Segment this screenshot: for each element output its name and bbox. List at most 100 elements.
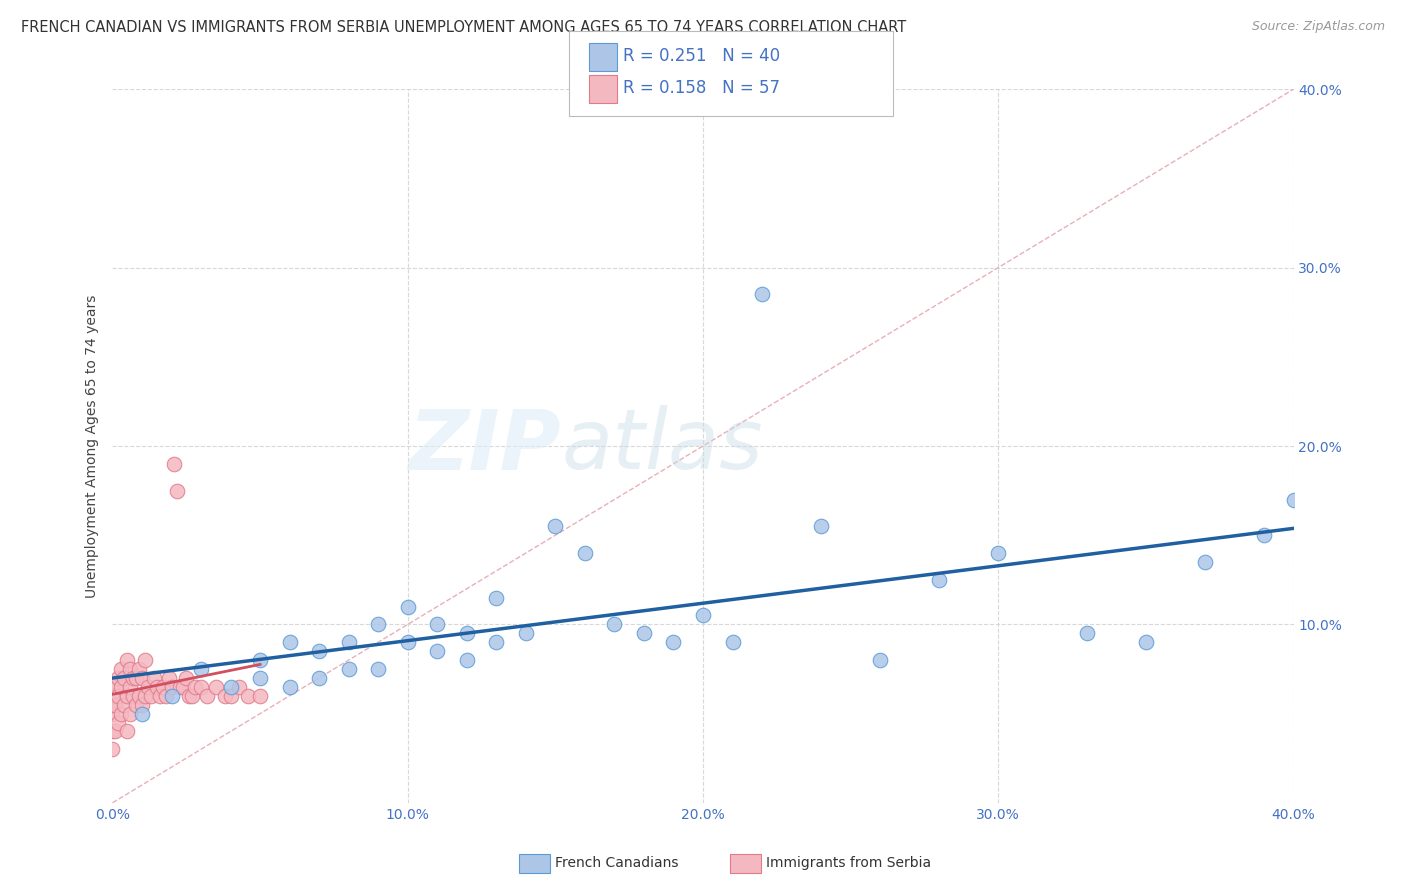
Point [574, 546, 596, 560]
Point [112, 698, 135, 712]
Point [1076, 626, 1098, 640]
Point [219, 680, 242, 694]
Point [101, 724, 124, 739]
Point [181, 689, 204, 703]
Point [110, 706, 132, 721]
Point [485, 635, 508, 649]
Point [139, 689, 162, 703]
Point [633, 626, 655, 640]
Point [426, 644, 449, 658]
Text: R = 0.158   N = 57: R = 0.158 N = 57 [623, 79, 780, 97]
Point [134, 689, 156, 703]
Point [426, 617, 449, 632]
Point [128, 662, 150, 676]
Point [928, 573, 950, 587]
Point [219, 689, 242, 703]
Point [205, 680, 228, 694]
Point [101, 689, 124, 703]
Text: ZIP: ZIP [409, 406, 561, 486]
Point [662, 635, 685, 649]
Point [214, 689, 236, 703]
Point [515, 626, 537, 640]
Text: FRENCH CANADIAN VS IMMIGRANTS FROM SERBIA UNEMPLOYMENT AMONG AGES 65 TO 74 YEARS: FRENCH CANADIAN VS IMMIGRANTS FROM SERBI… [21, 20, 907, 35]
Point [107, 715, 129, 730]
Point [136, 680, 159, 694]
Point [1135, 635, 1157, 649]
Point [249, 689, 271, 703]
Point [146, 680, 169, 694]
Point [134, 653, 156, 667]
Point [249, 653, 271, 667]
Point [544, 519, 567, 533]
Point [120, 706, 142, 721]
Point [128, 689, 150, 703]
Point [101, 742, 124, 756]
Point [163, 457, 186, 471]
Point [179, 689, 201, 703]
Point [125, 698, 148, 712]
Point [166, 483, 188, 498]
Point [125, 671, 148, 685]
Point [751, 287, 773, 301]
Point [1253, 528, 1275, 542]
Point [101, 698, 124, 712]
Y-axis label: Unemployment Among Ages 65 to 74 years: Unemployment Among Ages 65 to 74 years [86, 294, 100, 598]
Point [169, 680, 191, 694]
Point [367, 617, 389, 632]
Point [456, 653, 478, 667]
Point [131, 698, 153, 712]
Point [337, 662, 360, 676]
Point [396, 635, 419, 649]
Point [869, 653, 891, 667]
Point [190, 662, 212, 676]
Point [308, 671, 330, 685]
Point [174, 671, 197, 685]
Point [172, 680, 194, 694]
Point [160, 680, 183, 694]
Point [249, 671, 271, 685]
Point [308, 644, 330, 658]
Text: Source: ZipAtlas.com: Source: ZipAtlas.com [1251, 20, 1385, 33]
Point [122, 689, 145, 703]
Point [987, 546, 1010, 560]
Point [157, 671, 180, 685]
Point [117, 724, 138, 739]
Point [152, 680, 174, 694]
Point [337, 635, 360, 649]
Point [278, 680, 301, 694]
Point [155, 689, 177, 703]
Point [367, 662, 389, 676]
Point [278, 635, 301, 649]
Point [104, 680, 127, 694]
Point [131, 671, 153, 685]
Point [1194, 555, 1216, 569]
Point [160, 689, 183, 703]
Text: Immigrants from Serbia: Immigrants from Serbia [766, 856, 931, 871]
Point [190, 680, 212, 694]
Point [149, 689, 172, 703]
Text: atlas: atlas [561, 406, 763, 486]
Point [142, 671, 165, 685]
Point [228, 680, 250, 694]
Point [120, 662, 142, 676]
Point [238, 689, 260, 703]
Point [112, 671, 135, 685]
Point [120, 680, 142, 694]
Point [104, 724, 127, 739]
Point [107, 689, 129, 703]
Point [603, 617, 626, 632]
Point [117, 689, 138, 703]
Text: French Canadians: French Canadians [555, 856, 679, 871]
Point [810, 519, 832, 533]
Point [1282, 492, 1305, 507]
Point [485, 591, 508, 605]
Point [110, 680, 132, 694]
Point [110, 662, 132, 676]
Point [107, 671, 129, 685]
Point [184, 680, 207, 694]
Point [692, 608, 714, 623]
Point [104, 698, 127, 712]
Text: R = 0.251   N = 40: R = 0.251 N = 40 [623, 47, 780, 65]
Point [396, 599, 419, 614]
Point [195, 689, 218, 703]
